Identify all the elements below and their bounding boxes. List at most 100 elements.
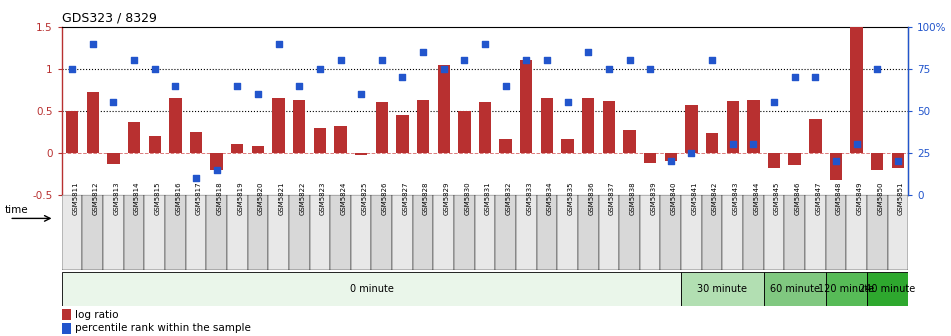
- Bar: [495, 195, 516, 270]
- Point: [86, 41, 101, 46]
- Text: GSM5814: GSM5814: [134, 182, 140, 215]
- Point: [374, 58, 389, 63]
- Bar: [661, 195, 681, 270]
- Bar: [805, 195, 825, 270]
- Text: GSM5849: GSM5849: [857, 182, 863, 215]
- Bar: [644, 153, 656, 163]
- Text: GSM5850: GSM5850: [877, 182, 883, 215]
- Text: percentile rank within the sample: percentile rank within the sample: [75, 323, 251, 333]
- Point: [106, 100, 121, 105]
- Point: [869, 66, 884, 72]
- Bar: [309, 195, 330, 270]
- Point: [498, 83, 514, 88]
- Bar: [330, 195, 351, 270]
- Text: GSM5834: GSM5834: [547, 182, 553, 215]
- Bar: [351, 195, 372, 270]
- Bar: [417, 100, 429, 153]
- Bar: [413, 195, 434, 270]
- Text: GSM5847: GSM5847: [815, 182, 822, 215]
- Text: GSM5821: GSM5821: [279, 182, 284, 215]
- Bar: [454, 195, 475, 270]
- Point: [292, 83, 307, 88]
- Text: 60 minute: 60 minute: [769, 284, 820, 294]
- Bar: [335, 126, 347, 153]
- Bar: [107, 153, 120, 164]
- Bar: [314, 128, 326, 153]
- Point: [209, 167, 224, 172]
- Bar: [702, 195, 723, 270]
- Bar: [619, 195, 640, 270]
- Point: [828, 159, 844, 164]
- Bar: [227, 195, 247, 270]
- Bar: [210, 153, 223, 170]
- Text: 120 minute: 120 minute: [818, 284, 874, 294]
- Point: [250, 91, 265, 97]
- Point: [849, 142, 864, 147]
- Bar: [62, 309, 71, 320]
- Text: GSM5823: GSM5823: [320, 182, 326, 215]
- Point: [746, 142, 761, 147]
- Bar: [541, 98, 553, 153]
- Text: GSM5841: GSM5841: [691, 182, 697, 215]
- Bar: [62, 195, 83, 270]
- Text: GSM5835: GSM5835: [568, 182, 573, 215]
- Bar: [892, 153, 904, 168]
- Point: [333, 58, 348, 63]
- Bar: [268, 195, 289, 270]
- Text: GSM5812: GSM5812: [93, 182, 99, 215]
- Bar: [355, 153, 367, 155]
- Text: 30 minute: 30 minute: [697, 284, 747, 294]
- Bar: [788, 153, 801, 166]
- Bar: [434, 195, 454, 270]
- Point: [395, 75, 410, 80]
- Bar: [743, 195, 764, 270]
- Bar: [293, 100, 305, 153]
- Point: [643, 66, 658, 72]
- Text: GSM5843: GSM5843: [732, 182, 739, 215]
- Bar: [206, 195, 227, 270]
- Text: GSM5828: GSM5828: [423, 182, 429, 215]
- Bar: [767, 153, 780, 168]
- Point: [622, 58, 637, 63]
- Point: [684, 150, 699, 156]
- Bar: [397, 115, 409, 153]
- Point: [601, 66, 616, 72]
- Text: GSM5813: GSM5813: [113, 182, 120, 215]
- Bar: [62, 323, 71, 334]
- Point: [539, 58, 554, 63]
- Text: GSM5827: GSM5827: [402, 182, 408, 215]
- Bar: [66, 111, 78, 153]
- Bar: [867, 272, 908, 306]
- Bar: [561, 138, 573, 153]
- Bar: [520, 60, 533, 153]
- Point: [230, 83, 245, 88]
- Point: [437, 66, 452, 72]
- Text: GSM5848: GSM5848: [836, 182, 842, 215]
- Point: [518, 58, 534, 63]
- Point: [456, 58, 472, 63]
- Bar: [825, 195, 846, 270]
- Bar: [289, 195, 309, 270]
- Point: [663, 159, 678, 164]
- Point: [188, 175, 204, 181]
- Point: [126, 58, 142, 63]
- Text: GSM5839: GSM5839: [650, 182, 656, 215]
- Point: [581, 49, 596, 55]
- Bar: [582, 98, 594, 153]
- Text: 240 minute: 240 minute: [860, 284, 916, 294]
- Bar: [706, 133, 718, 153]
- Text: GSM5840: GSM5840: [670, 182, 677, 215]
- Bar: [516, 195, 536, 270]
- Bar: [785, 195, 805, 270]
- Bar: [252, 146, 264, 153]
- Bar: [764, 272, 825, 306]
- Bar: [185, 195, 206, 270]
- Bar: [867, 195, 887, 270]
- Text: GSM5846: GSM5846: [795, 182, 801, 215]
- Bar: [478, 102, 492, 153]
- Bar: [809, 119, 822, 153]
- Bar: [536, 195, 557, 270]
- Text: GSM5831: GSM5831: [485, 182, 491, 215]
- Bar: [165, 195, 185, 270]
- Bar: [247, 195, 268, 270]
